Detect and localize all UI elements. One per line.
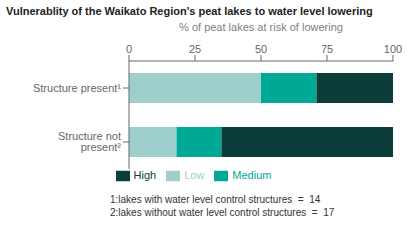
svg-text:75: 75 — [321, 43, 333, 55]
svg-text:Structure notpresent²: Structure notpresent² — [58, 130, 121, 153]
html-text:Medium: Medium — [232, 169, 272, 181]
html-text:Low: Low — [184, 169, 205, 181]
html-text:1:lakes with water level contr: 1:lakes with water level control structu… — [110, 194, 321, 205]
html-text:2:lakes without water level co: 2:lakes without water level control stru… — [110, 207, 335, 218]
svg-text:50: 50 — [255, 43, 267, 55]
svg-text:Structure present¹: Structure present¹ — [33, 82, 121, 94]
svg-text:100: 100 — [384, 43, 402, 55]
svg-text:% of peat lakes at risk of low: % of peat lakes at risk of lowering — [179, 21, 343, 33]
svg-text:25: 25 — [189, 43, 201, 55]
html-text:Vulnerablity of the Waikato Re: Vulnerablity of the Waikato Region's pea… — [6, 5, 373, 17]
html-text:High: High — [133, 169, 157, 181]
svg-text:0: 0 — [126, 43, 132, 55]
